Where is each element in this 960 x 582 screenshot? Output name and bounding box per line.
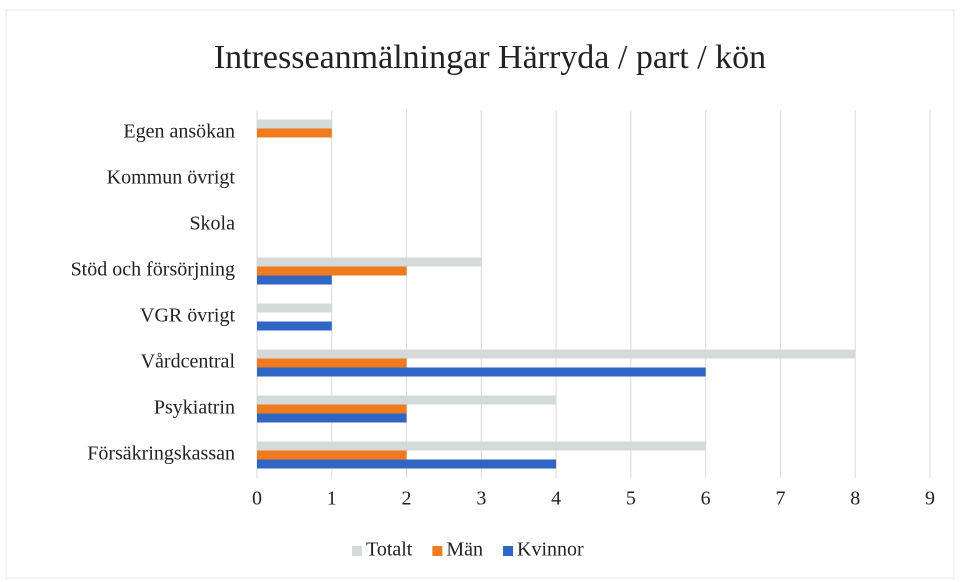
x-tick-label: 3 <box>476 488 486 510</box>
bar <box>257 395 557 405</box>
bar <box>257 367 706 377</box>
chart-frame <box>5 9 955 579</box>
y-tick-label: Egen ansökan <box>123 121 235 143</box>
bar <box>257 413 407 423</box>
y-tick-label: Vårdcentral <box>141 351 236 373</box>
legend-label: Män <box>446 539 483 561</box>
x-tick-label: 8 <box>850 488 860 510</box>
y-tick-label: VGR övrigt <box>140 305 235 327</box>
legend-label: Kvinnor <box>517 539 584 561</box>
chart-title: Intresseanmälningar Härryda / part / kön <box>214 39 766 76</box>
bar <box>257 275 332 285</box>
x-tick-label: 6 <box>701 488 711 510</box>
bar <box>257 349 856 359</box>
y-tick-label: Psykiatrin <box>154 397 235 419</box>
y-tick-label: Kommun övrigt <box>107 167 236 189</box>
bar <box>257 128 332 138</box>
bar <box>257 404 407 414</box>
bar <box>257 450 407 460</box>
y-tick-label: Skola <box>189 213 235 235</box>
legend-marker <box>503 546 514 556</box>
y-tick-label: Försäkringskassan <box>87 443 235 465</box>
legend-marker <box>432 546 443 556</box>
bar <box>257 257 482 267</box>
y-tick-label: Stöd och försörjning <box>71 259 235 281</box>
x-tick-label: 1 <box>327 488 337 510</box>
x-tick-label: 4 <box>551 488 561 510</box>
x-tick-label: 2 <box>402 488 412 510</box>
bar <box>257 459 557 469</box>
bar <box>257 303 332 313</box>
legend-label: Totalt <box>366 539 413 561</box>
legend-marker <box>352 546 362 556</box>
bar <box>257 321 332 331</box>
x-tick-label: 7 <box>775 488 785 510</box>
bar <box>257 119 332 129</box>
bar <box>257 358 407 368</box>
x-tick-label: 5 <box>626 488 636 510</box>
x-tick-label: 0 <box>252 488 262 510</box>
bar <box>257 441 706 451</box>
x-tick-label: 9 <box>925 488 935 510</box>
bar <box>257 266 407 276</box>
